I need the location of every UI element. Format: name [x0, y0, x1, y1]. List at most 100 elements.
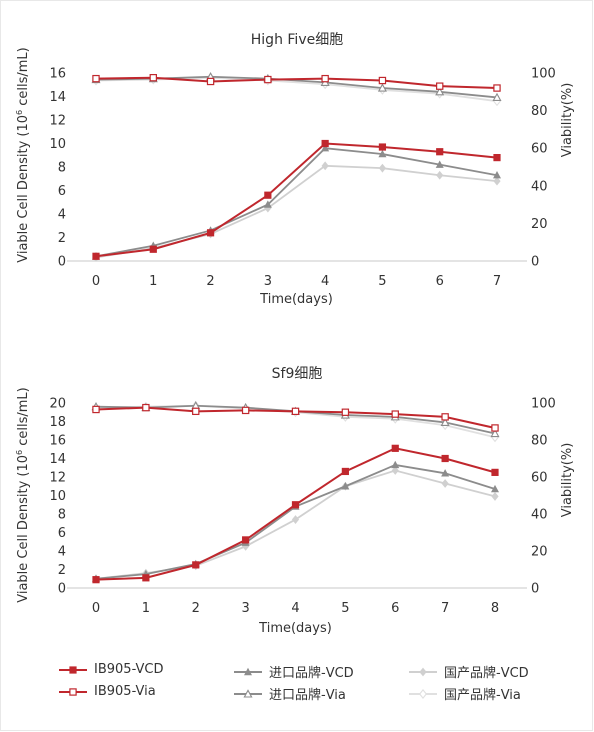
- data-point: [436, 82, 444, 90]
- series-line: [95, 142, 498, 258]
- x-tick-label: 5: [341, 601, 349, 616]
- legend-swatch: [234, 688, 262, 698]
- x-tick-label: 2: [206, 274, 214, 289]
- data-point: [490, 428, 500, 438]
- legend-swatch-marker: [418, 688, 428, 699]
- data-point: [92, 405, 100, 414]
- legend-item: IB905-VCD: [58, 662, 163, 677]
- y-left-tick-label: 18: [49, 415, 66, 430]
- data-point: [341, 467, 349, 476]
- data-point: [491, 492, 499, 501]
- data-point: [264, 203, 272, 213]
- y-right-tick-label: 100: [531, 397, 556, 412]
- y-right-tick-label: 80: [531, 434, 548, 449]
- data-point: [291, 407, 300, 416]
- x-tick-label: 6: [436, 274, 444, 289]
- data-point: [321, 139, 329, 148]
- legend-swatch-marker: [243, 688, 253, 698]
- data-point: [493, 84, 501, 92]
- data-point: [391, 444, 399, 452]
- y-left-tick-label: 10: [49, 489, 66, 504]
- data-point: [291, 515, 300, 524]
- data-point: [341, 482, 350, 490]
- x-tick-label: 1: [142, 601, 150, 616]
- y-left-tick-label: 16: [49, 434, 66, 449]
- chart-title: Sf9细胞: [272, 366, 323, 382]
- data-point: [391, 410, 399, 418]
- legend-item: 国产品牌-Via: [408, 684, 521, 703]
- legend-swatch: [234, 667, 262, 675]
- data-point: [92, 252, 100, 260]
- legend-item: IB905-Via: [58, 684, 156, 699]
- data-point: [493, 176, 501, 186]
- y-left-tick-label: 6: [58, 184, 66, 199]
- x-tick-label: 0: [92, 274, 100, 289]
- x-tick-label: 1: [149, 274, 157, 289]
- chart-title: High Five细胞: [251, 32, 343, 48]
- legend-label: 进口品牌-VCD: [269, 666, 354, 681]
- legend-label: 进口品牌-Via: [269, 688, 346, 703]
- legend-swatch: [409, 688, 437, 699]
- legend-swatch-marker: [419, 667, 427, 676]
- data-point: [263, 200, 272, 208]
- data-point: [378, 143, 387, 151]
- data-point: [291, 501, 300, 509]
- x-axis-label: Time(days): [258, 621, 332, 636]
- data-point: [192, 407, 200, 416]
- data-point: [92, 74, 100, 83]
- data-point: [149, 245, 157, 253]
- y-right-tick-label: 60: [531, 142, 548, 157]
- series-IB905-VCD: [92, 139, 501, 260]
- x-tick-label: 7: [441, 601, 449, 616]
- data-point: [378, 163, 387, 173]
- y-left-tick-label: 14: [49, 90, 66, 105]
- data-point: [92, 576, 100, 584]
- x-axis-label: Time(days): [259, 292, 333, 307]
- x-tick-label: 4: [291, 601, 299, 616]
- y-right-axis-label: Viability(%): [560, 83, 575, 158]
- data-point: [341, 408, 350, 416]
- data-point: [491, 468, 499, 476]
- data-point: [206, 77, 215, 86]
- series-line: [95, 76, 498, 90]
- y-left-tick-label: 2: [58, 231, 66, 246]
- data-point: [441, 413, 449, 421]
- legend-label: IB905-Via: [94, 684, 156, 699]
- series-line: [95, 447, 496, 581]
- x-tick-label: 5: [378, 274, 386, 289]
- data-point: [321, 144, 330, 152]
- legend-item: 进口品牌-VCD: [233, 662, 354, 681]
- x-tick-label: 8: [491, 601, 499, 616]
- y-right-tick-label: 20: [531, 217, 548, 232]
- legend-swatch: [409, 667, 437, 676]
- y-left-tick-label: 12: [49, 114, 66, 129]
- series-国产品牌-VCD: [92, 466, 499, 584]
- legend-label: 国产品牌-Via: [444, 688, 521, 703]
- data-point: [242, 536, 250, 544]
- legend-item: 国产品牌-VCD: [408, 662, 529, 681]
- data-point: [149, 73, 157, 82]
- x-tick-label: 6: [391, 601, 399, 616]
- y-left-tick-label: 0: [58, 255, 66, 270]
- data-point: [321, 161, 329, 171]
- y-right-tick-label: 40: [531, 508, 548, 523]
- y-left-tick-label: 2: [58, 563, 66, 578]
- data-point: [321, 74, 329, 83]
- legend-label: 国产品牌-VCD: [444, 666, 529, 681]
- legend-swatch-marker: [244, 667, 252, 675]
- y-right-tick-label: 0: [531, 582, 539, 597]
- series-line: [95, 147, 498, 258]
- y-left-tick-label: 20: [49, 397, 66, 412]
- x-tick-label: 7: [493, 274, 501, 289]
- x-tick-label: 2: [192, 601, 200, 616]
- data-point: [264, 75, 272, 84]
- data-point: [377, 83, 387, 92]
- data-point: [491, 484, 499, 493]
- series-IB905-VCD: [92, 444, 499, 584]
- y-left-tick-label: 10: [49, 137, 66, 152]
- y-right-tick-label: 0: [531, 255, 539, 270]
- y-left-tick-label: 4: [58, 208, 66, 223]
- series-IB905-Via: [92, 403, 499, 432]
- data-point: [493, 154, 501, 162]
